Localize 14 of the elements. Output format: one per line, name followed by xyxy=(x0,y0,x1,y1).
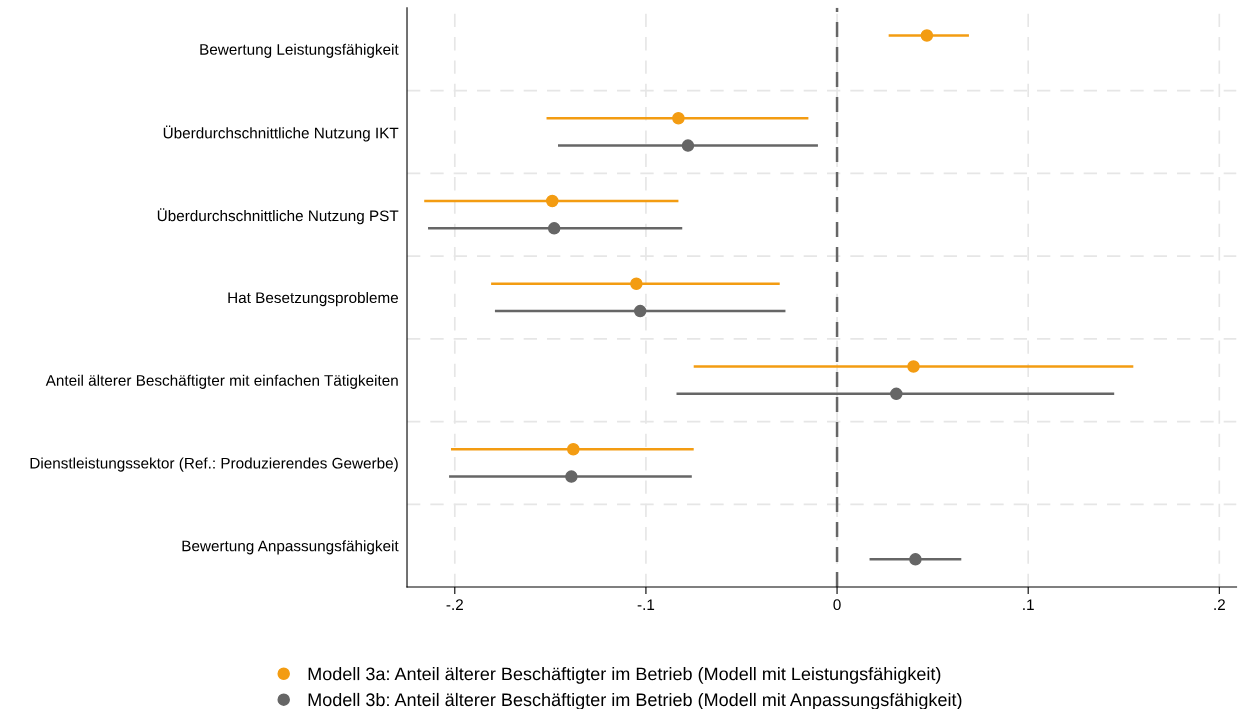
x-tick-label: .2 xyxy=(1214,599,1225,610)
x-tick-label: .1 xyxy=(1023,599,1034,610)
legend-label: Modell 3b: Anteil älterer Beschäftigter im Betrieb (Modell mit Anpassungsfähigkeit) xyxy=(308,692,962,709)
x-tick-label: -.1 xyxy=(637,599,655,610)
y-tick-label: Dienstleistungssektor (Ref.: Produzierendes Gewerbe) xyxy=(30,457,398,472)
y-tick-label: Anteil älterer Beschäftigter mit einfachen Tätigkeiten xyxy=(45,374,398,389)
y-tick-label: Überdurchschnittliche Nutzung IKT xyxy=(163,125,399,142)
x-tick-label: -.2 xyxy=(446,599,463,610)
y-tick-label: Überdurchschnittliche Nutzung PST xyxy=(157,208,399,225)
y-tick-label: Bewertung Anpassungsfähigkeit xyxy=(182,540,399,555)
y-tick-label: Hat Besetzungsprobleme xyxy=(228,291,399,307)
x-tick-label: 0 xyxy=(833,599,841,611)
legend-label: Modell 3a: Anteil älterer Beschäftigter im Betrieb (Modell mit Leistungsfähigkeit) xyxy=(308,667,941,684)
y-tick-label: Bewertung Leistungsfähigkeit xyxy=(200,43,399,58)
